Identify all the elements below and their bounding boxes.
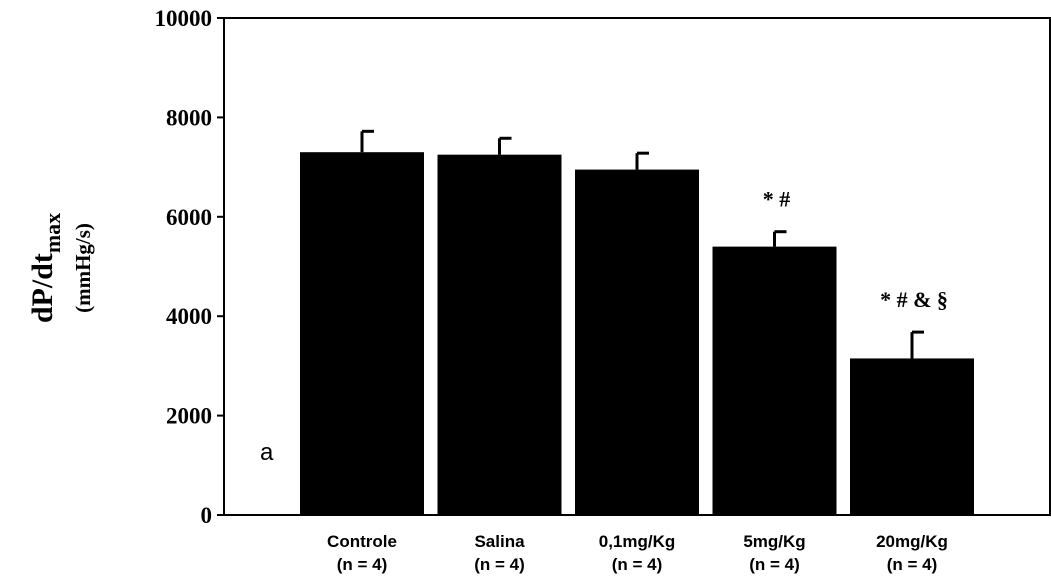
x-tick-label: 20mg/Kg bbox=[876, 532, 948, 551]
x-tick-label: Salina bbox=[474, 532, 525, 551]
x-tick-sample-size: (n = 4) bbox=[612, 555, 663, 574]
y-axis-label-subscript: max bbox=[40, 213, 65, 253]
y-axis-unit: (mmHg/s) bbox=[71, 223, 95, 313]
x-tick-label: Controle bbox=[327, 532, 397, 551]
y-tick-label: 0 bbox=[201, 503, 213, 528]
y-axis-title: dP/dtmax (mmHg/s) bbox=[26, 213, 95, 323]
y-tick-label: 6000 bbox=[166, 205, 212, 230]
bar bbox=[300, 152, 424, 515]
y-tick-label: 10000 bbox=[155, 6, 213, 31]
y-tick-label: 8000 bbox=[166, 105, 212, 130]
x-axis: Controle (n = 4) Salina (n = 4) 0,1mg/Kg (n =… bbox=[327, 532, 948, 574]
bar bbox=[437, 154, 562, 516]
y-axis: 0 2000 4000 6000 8000 10000 bbox=[155, 6, 224, 528]
x-tick-sample-size: (n = 4) bbox=[337, 555, 388, 574]
significance-annotation: * # bbox=[763, 187, 791, 212]
y-axis-label: dP/dtmax bbox=[26, 213, 65, 323]
bar bbox=[575, 169, 699, 515]
x-tick-sample-size: (n = 4) bbox=[887, 555, 938, 574]
y-tick-label: 2000 bbox=[166, 404, 212, 429]
bars bbox=[300, 152, 974, 516]
x-tick-sample-size: (n = 4) bbox=[749, 555, 800, 574]
x-tick-label: 0,1mg/Kg bbox=[599, 532, 676, 551]
bar bbox=[712, 246, 837, 515]
significance-annotations: * # * # & § bbox=[763, 187, 948, 312]
panel-label: a bbox=[260, 439, 274, 466]
x-tick-sample-size: (n = 4) bbox=[474, 555, 525, 574]
significance-annotation: * # & § bbox=[880, 287, 948, 312]
error-bars bbox=[360, 129, 924, 359]
y-tick-label: 4000 bbox=[166, 304, 212, 329]
bar bbox=[850, 358, 974, 515]
x-tick-label: 5mg/Kg bbox=[743, 532, 805, 551]
